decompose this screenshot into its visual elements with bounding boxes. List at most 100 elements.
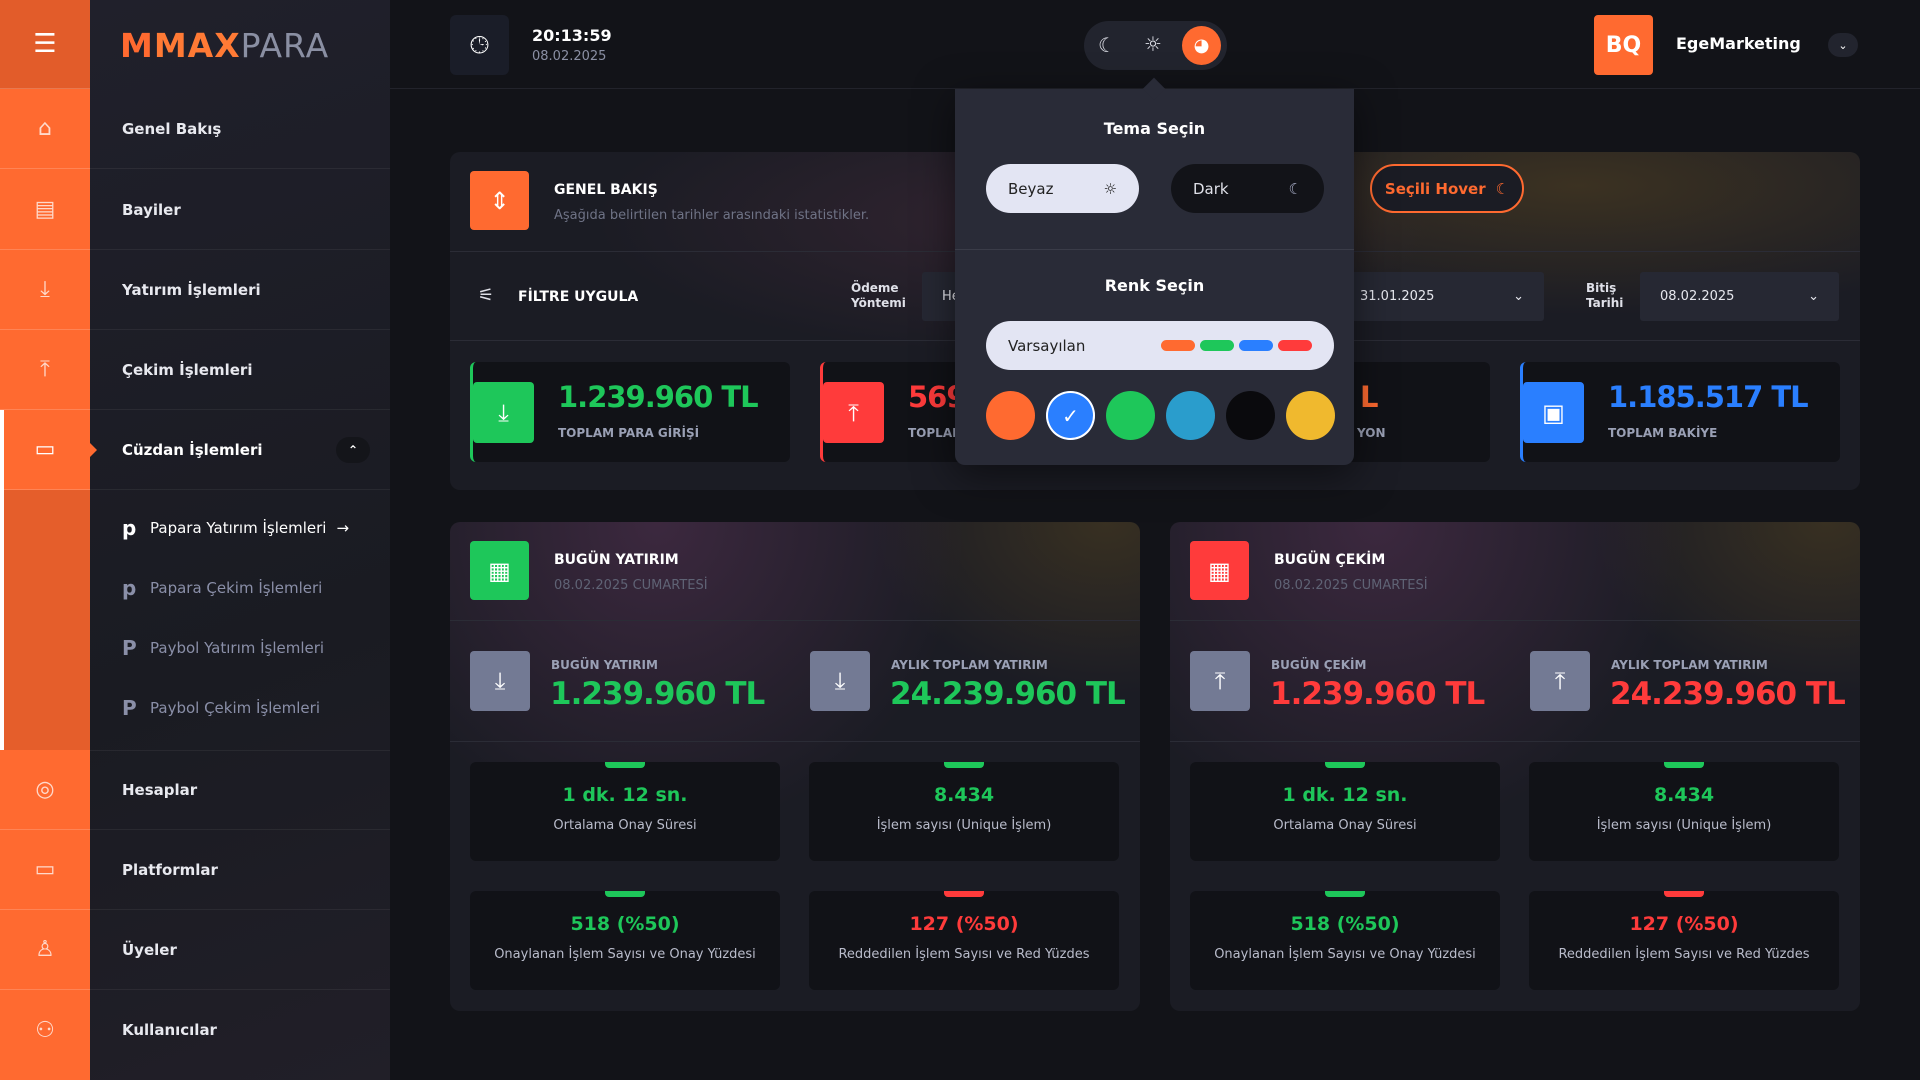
active-caret-icon [90,443,97,457]
button-label: Beyaz [1008,179,1054,198]
mini-stat-value: 127 (%50) [1629,913,1739,935]
mini-stat: 127 (%50) Reddedilen İşlem Sayısı ve Red … [809,891,1119,990]
stat-label: TOPLAM [908,426,965,440]
wallet-icon[interactable]: ▭ [0,410,90,490]
color-option[interactable] [986,391,1035,440]
mini-stat: 518 (%50) Onaylanan İşlem Sayısı ve Onay … [470,891,780,990]
palette-icon[interactable]: ◕ [1182,26,1221,65]
panel-title: BUGÜN ÇEKİM [1274,552,1386,568]
dark-theme-button[interactable]: Dark ☾ [1171,164,1324,213]
select-value: 08.02.2025 [1660,289,1735,304]
sidebar-item-genel-bakis[interactable]: Genel Bakış [90,89,390,169]
chevron-down-icon: ⌄ [1808,289,1819,304]
divider [90,750,390,751]
divider [1170,741,1860,742]
mini-stat-label: Ortalama Onay Süresi [1273,818,1417,833]
mini-stat-value: 127 (%50) [909,913,1019,935]
sidebar-item-cekim[interactable]: Çekim İşlemleri [90,330,390,410]
sidebar-item-uyeler[interactable]: Üyeler [90,910,390,990]
mini-stat-indicator [1664,762,1704,768]
paybol-icon: P [122,696,137,720]
stat-label: TOPLAM BAKİYE [1608,426,1718,440]
sun-icon[interactable]: ☼ [1144,32,1162,56]
start-date-select[interactable]: 31.01.2025 ⌄ [1340,272,1544,321]
papara-icon: p [122,576,137,600]
sidebar-item-bayiler[interactable]: Bayiler [90,170,390,250]
color-option[interactable] [1226,391,1275,440]
submenu-icon-area [0,490,90,750]
theme-switcher: ☾ ☼ ◕ [1084,21,1227,70]
stat-card-total-in: ⤓ 1.239.960 TL TOPLAM PARA GİRİŞİ [470,362,790,462]
sidebar-item-label: Hesaplar [122,780,198,799]
color-title: Renk Seçin [1104,276,1205,295]
chevron-down-icon: ⌄ [1513,289,1524,304]
today-label: BUGÜN YATIRIM [551,658,658,672]
download-icon[interactable]: ⤓ [0,250,90,330]
divider [450,620,1140,621]
chevron-up-icon[interactable]: ⌃ [336,437,370,463]
overview-subtitle: Aşağıda belirtilen tarihler arasındaki i… [554,208,870,223]
selected-hover-button[interactable]: Seçili Hover ☾ [1370,164,1524,213]
submenu-item-paybol-yatirim[interactable]: P Paybol Yatırım İşlemleri [122,636,324,660]
submenu-label: Paybol Çekim İşlemleri [150,699,320,717]
menu-toggle-button[interactable]: ☰ [0,0,90,89]
moon-icon[interactable]: ☾ [1098,33,1116,57]
mini-stat: 518 (%50) Onaylanan İşlem Sayısı ve Onay … [1190,891,1500,990]
label-line: Yöntemi [851,296,906,310]
avatar[interactable]: BQ [1594,15,1653,75]
users-icon[interactable]: ⚇ [35,1017,55,1043]
sidebar-item-label: Kullanıcılar [122,1021,217,1039]
download-icon: ⤓ [810,651,870,711]
user-name[interactable]: EgeMarketing [1676,34,1801,53]
submenu-item-papara-yatirim[interactable]: p Papara Yatırım İşlemleri → [122,516,349,540]
default-color-button[interactable]: Varsayılan [986,321,1334,370]
color-option[interactable]: ✓ [1046,391,1095,440]
light-theme-button[interactable]: Beyaz ☼ [986,164,1139,213]
chevron-down-icon[interactable]: ⌄ [1828,33,1858,57]
mini-stat-label: Ortalama Onay Süresi [553,818,697,833]
submenu-item-papara-cekim[interactable]: p Papara Çekim İşlemleri [122,576,322,600]
sidebar-item-hesaplar[interactable]: Hesaplar [90,750,390,830]
arrow-right-icon: → [336,519,350,537]
user-icon[interactable]: ♙ [0,910,90,990]
sun-icon: ☼ [1103,179,1117,198]
mini-stat-indicator [944,891,984,897]
sidebar-item-yatirim[interactable]: Yatırım İşlemleri [90,250,390,330]
mini-stat-value: 8.434 [1653,784,1715,806]
stat-value: 1.239.960 TL [558,380,759,414]
sidebar-item-label: Cüzdan İşlemleri [122,440,263,459]
today-label: BUGÜN ÇEKİM [1271,658,1367,672]
logo-m-icon: M [120,26,154,65]
sidebar-item-platformlar[interactable]: Platformlar [90,830,390,910]
monitor-icon[interactable]: ▭ [0,830,90,910]
end-date-select[interactable]: 08.02.2025 ⌄ [1640,272,1839,321]
mini-stat-label: Reddedilen İşlem Sayısı ve Red Yüzdes [838,947,1090,962]
color-option[interactable] [1166,391,1215,440]
panel-date: 08.02.2025 CUMARTESİ [554,578,708,593]
sidebar-item-kullanicilar[interactable]: Kullanıcılar [90,990,390,1070]
moon-icon: ☾ [1495,179,1510,198]
calendar-clock-icon: ▦ [1190,541,1249,600]
mini-stat-indicator [605,762,645,768]
color-option[interactable] [1286,391,1335,440]
clock-icon: 🕒︎ [450,15,509,75]
color-swatch [1161,340,1195,351]
sidebar-item-cuzdan[interactable]: Cüzdan İşlemleri ⌃ [90,410,390,490]
sidebar-item-label: Platformlar [122,860,218,879]
label-line: Ödeme [851,281,899,295]
upload-icon: ⤒ [1190,651,1250,711]
month-value: 24.239.960 TL [1610,676,1846,712]
filter-apply-button[interactable]: FİLTRE UYGULA [518,289,639,305]
sidebar-item-label: Çekim İşlemleri [122,360,253,379]
divider [1170,620,1860,621]
store-icon[interactable]: ▤ [0,170,90,250]
clock-date: 08.02.2025 [532,49,607,64]
label-line: Tarihi [1586,296,1624,310]
upload-icon[interactable]: ⤒ [0,330,90,410]
user-circle-icon[interactable]: ◎ [0,750,90,830]
home-icon[interactable]: ⌂ [0,89,90,169]
mini-stat-value: 518 (%50) [570,913,680,935]
color-swatch [1278,340,1312,351]
color-option[interactable] [1106,391,1155,440]
submenu-item-paybol-cekim[interactable]: P Paybol Çekim İşlemleri [122,696,320,720]
